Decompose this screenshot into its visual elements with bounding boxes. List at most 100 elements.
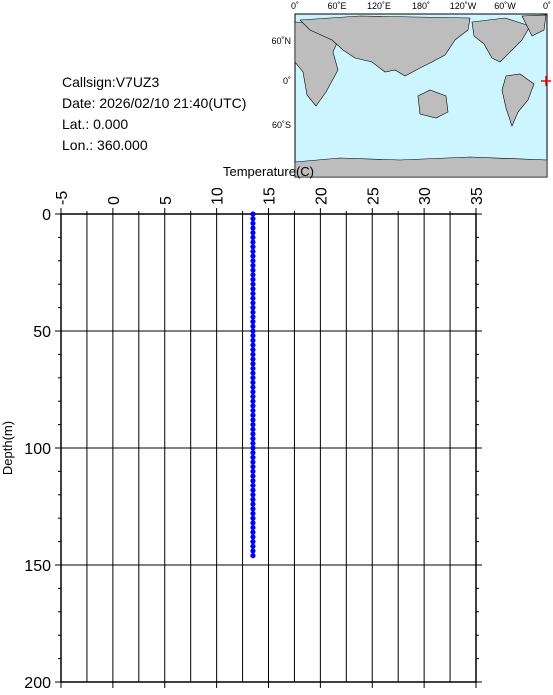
map-lon-label: 120˚W [450, 1, 477, 11]
map-lon-label: 60˚W [494, 1, 516, 11]
data-point [250, 220, 256, 226]
data-point [250, 300, 256, 306]
data-point [250, 520, 256, 526]
data-point [250, 328, 256, 334]
continent [417, 89, 449, 119]
data-point [250, 267, 256, 273]
x-axis-title: Temperature(C) [223, 164, 314, 179]
data-point [250, 253, 256, 259]
continent [294, 156, 548, 178]
data-point [250, 417, 256, 423]
data-point [250, 258, 256, 264]
data-point [250, 440, 256, 446]
data-point [250, 351, 256, 357]
map-lat-label: 60˚N [271, 36, 291, 46]
world-map [294, 13, 551, 178]
data-point [250, 407, 256, 414]
data-point [250, 389, 256, 395]
data-point [250, 473, 256, 479]
data-point [250, 529, 256, 535]
continent [299, 15, 471, 77]
data-point [250, 478, 256, 484]
map-lon-label: 0˚ [543, 1, 551, 11]
data-point [250, 454, 256, 460]
map-lon-label: 120˚E [367, 1, 391, 11]
map-lat-label: 0˚ [283, 76, 291, 86]
data-point [250, 422, 256, 428]
map-lon-label: 0˚ [291, 1, 299, 11]
data-point [250, 295, 256, 301]
data-point [250, 234, 256, 240]
data-point [250, 239, 256, 245]
x-tick-label: 10 [210, 187, 227, 205]
data-point [250, 314, 256, 320]
data-point [250, 337, 256, 343]
x-tick-label: 5 [158, 196, 175, 205]
data-point [250, 393, 256, 400]
y-axis-title: Depth(m) [0, 421, 15, 475]
data-point [250, 431, 256, 437]
data-point [250, 225, 256, 231]
continent [501, 73, 535, 127]
data-point [250, 342, 256, 348]
y-tick-label: 100 [24, 441, 51, 458]
data-point [250, 524, 256, 531]
data-point [250, 464, 256, 470]
continent [471, 17, 531, 63]
map-lon-label: 60˚E [327, 1, 346, 11]
data-point [250, 398, 256, 404]
data-point [250, 510, 256, 517]
data-point [250, 379, 256, 386]
y-tick-label: 150 [24, 558, 51, 575]
x-tick-label: 25 [365, 187, 382, 205]
data-point [250, 539, 256, 545]
x-tick-label: 35 [469, 187, 486, 205]
data-point [250, 487, 256, 493]
data-point [250, 515, 256, 521]
data-point [250, 276, 256, 283]
data-point [250, 534, 256, 540]
y-tick-label: 0 [42, 207, 51, 224]
data-point [250, 248, 256, 255]
data-point [250, 272, 256, 278]
data-point [250, 501, 256, 507]
data-point [250, 506, 256, 512]
data-point [250, 436, 256, 442]
x-tick-label: 15 [262, 187, 279, 205]
data-point [250, 459, 256, 465]
data-point [250, 412, 256, 418]
data-point [250, 281, 256, 287]
info-line: Callsign:V7UZ3 [62, 74, 159, 90]
continent [521, 14, 547, 37]
data-point [250, 492, 256, 498]
x-tick-label: 0 [106, 196, 123, 205]
info-line: Lat.: 0.000 [62, 116, 128, 132]
data-point [250, 347, 256, 353]
data-point [250, 553, 256, 559]
info-line: Lon.: 360.000 [62, 137, 148, 153]
data-point [250, 244, 256, 250]
data-point [250, 216, 256, 222]
data-point [250, 309, 256, 315]
data-point [250, 323, 256, 329]
data-point [250, 305, 256, 311]
y-tick-label: 50 [33, 324, 51, 341]
data-point [250, 543, 256, 549]
data-point [250, 230, 256, 236]
data-point [250, 370, 256, 376]
data-point [250, 548, 256, 554]
info-line: Date: 2026/02/10 21:40(UTC) [62, 95, 246, 111]
data-point [250, 333, 256, 339]
x-tick-label: -5 [54, 191, 71, 205]
data-point [250, 482, 256, 489]
data-point [250, 403, 256, 409]
y-tick-label: 200 [24, 675, 51, 690]
data-point [250, 361, 256, 367]
data-point [250, 496, 256, 503]
map-lat-label: 60˚S [272, 120, 291, 130]
data-point [250, 450, 256, 456]
data-point [250, 319, 256, 325]
data-point [250, 365, 256, 372]
data-point [250, 375, 256, 381]
